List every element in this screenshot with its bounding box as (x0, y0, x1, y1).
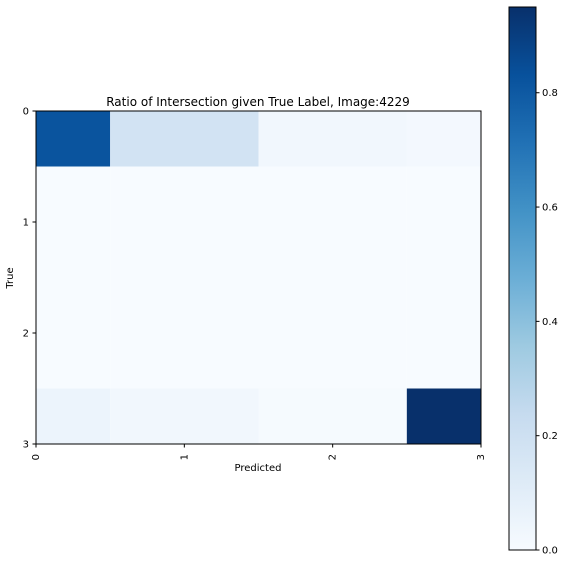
y-tick-label: 2 (23, 329, 29, 340)
y-axis-label: True (5, 267, 16, 289)
heatmap-cell-r1-c0 (36, 166, 111, 278)
heatmap-cell-r2-c2 (258, 277, 407, 389)
heatmap-cell-r2-c3 (406, 277, 481, 389)
heatmap-cell-r0-c2 (258, 111, 407, 167)
colorbar-tick-label: 0.2 (542, 431, 558, 442)
heatmap-cell-r3-c3 (406, 388, 481, 444)
heatmap-cell-r3-c0 (36, 388, 111, 444)
heatmap-cell-r0-c3 (406, 111, 481, 167)
heatmap-cell-r1-c3 (406, 166, 481, 278)
colorbar-ticks: 0.0 0.2 0.4 0.6 0.8 (536, 88, 558, 557)
colorbar-tick-label: 0.8 (542, 88, 558, 99)
x-tick-label: 0 (31, 454, 42, 460)
colorbar (508, 6, 537, 551)
y-tick-label: 1 (23, 218, 29, 229)
heatmap-cell-r1-c2 (258, 166, 407, 278)
y-axis-ticks: 0 1 2 3 (23, 107, 36, 451)
chart-title: Ratio of Intersection given True Label, … (106, 95, 410, 109)
heatmap-cell-r0-c0 (36, 111, 111, 167)
axes-frame (35, 110, 482, 445)
x-axis-ticks: 0 1 2 3 (31, 444, 487, 460)
heatmap-cell-r2-c1 (110, 277, 259, 389)
x-tick-label: 2 (328, 454, 339, 460)
heatmap-cell-r0-c1 (110, 111, 259, 167)
x-tick-label: 3 (476, 454, 487, 460)
heatmap-cells (36, 111, 481, 444)
heatmap-cell-r1-c1 (110, 166, 259, 278)
y-tick-label: 0 (23, 107, 29, 118)
heatmap-cell-r3-c2 (258, 388, 407, 444)
heatmap-cell-r2-c0 (36, 277, 111, 389)
x-tick-label: 1 (179, 454, 190, 460)
colorbar-tick-label: 0.6 (542, 203, 558, 214)
colorbar-tick-label: 0.4 (542, 317, 558, 328)
y-tick-label: 3 (23, 440, 29, 451)
x-axis-label: Predicted (235, 463, 282, 474)
colorbar-tick-label: 0.0 (542, 546, 558, 557)
heatmap-cell-r3-c1 (110, 388, 259, 444)
